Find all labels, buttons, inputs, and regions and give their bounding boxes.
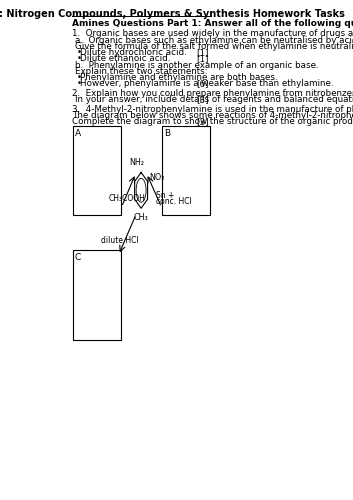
Text: B: B [164,128,170,138]
Text: NH₂: NH₂ [130,158,144,168]
Text: Give the formula of the salt formed when ethylamine is neutralised by:: Give the formula of the salt formed when… [75,42,353,51]
Text: Phenylamine and ethylamine are both bases.: Phenylamine and ethylamine are both base… [80,73,277,82]
Text: [3]: [3] [197,116,209,126]
Text: The diagram below shows some reactions of 4-methyl-2-nitrophenylamine.: The diagram below shows some reactions o… [72,111,353,120]
Text: •: • [77,54,82,63]
Text: In your answer, include details of reagents and balanced equations.: In your answer, include details of reage… [75,95,353,104]
Text: A: A [75,128,81,138]
Text: [1]: [1] [197,48,209,57]
Text: b.  Phenylamine is another example of an organic base.: b. Phenylamine is another example of an … [75,61,319,70]
Text: •: • [77,48,82,57]
Text: CH₃COOH: CH₃COOH [109,194,146,203]
Bar [162,126,210,215]
Bar [73,250,121,340]
Text: Dilute hydrochloric acid.: Dilute hydrochloric acid. [80,48,186,57]
Text: dilute HCl: dilute HCl [101,236,139,245]
Text: a.  Organic bases such as ethylamine can be neutralised by acids to form salts.: a. Organic bases such as ethylamine can … [75,36,353,45]
Text: NO₂: NO₂ [149,174,165,182]
Text: [6]: [6] [197,79,209,88]
Text: CH₃: CH₃ [134,213,149,222]
Text: Explain these two statements:: Explain these two statements: [75,67,208,76]
Text: 3.  4-Methyl-2-nitrophenylamine is used in the manufacture of pharmaceuticals an: 3. 4-Methyl-2-nitrophenylamine is used i… [72,105,353,114]
Text: conc. HCl: conc. HCl [156,198,192,206]
Text: Module 6.2: Nitrogen Compounds, Polymers & Synthesis Homework Tasks: Module 6.2: Nitrogen Compounds, Polymers… [0,10,345,20]
Text: •: • [77,73,82,82]
Text: [3]: [3] [197,95,209,104]
Bar [73,126,121,215]
Text: Sn +: Sn + [156,192,175,200]
Text: C: C [75,253,81,262]
Text: 2.  Explain how you could prepare phenylamine from nitrobenzene.: 2. Explain how you could prepare phenyla… [72,89,353,98]
Text: Dilute ethanoic acid.: Dilute ethanoic acid. [80,54,170,63]
Text: Amines Questions Part 1: Answer all of the following questions (1 – 3).: Amines Questions Part 1: Answer all of t… [72,20,353,28]
Text: Complete the diagram to show the structure of the organic product in each of the: Complete the diagram to show the structu… [72,116,353,126]
Text: However, phenylamine is a weaker base than ethylamine.: However, phenylamine is a weaker base th… [80,79,333,88]
Text: •: • [77,79,82,88]
Text: 1.  Organic bases are used widely in the manufacture of drugs and other chemical: 1. Organic bases are used widely in the … [72,29,353,38]
Text: [1]: [1] [197,54,209,63]
